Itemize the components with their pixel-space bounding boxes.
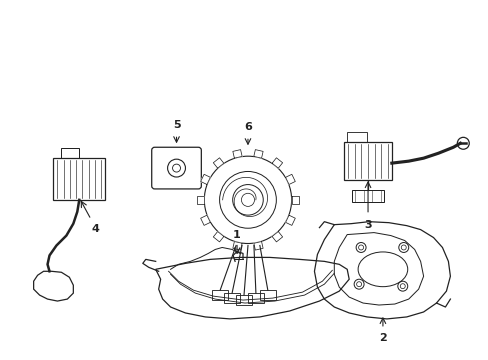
- Polygon shape: [213, 231, 224, 242]
- Polygon shape: [253, 242, 263, 250]
- Polygon shape: [200, 215, 210, 225]
- Bar: [346, 132, 366, 142]
- Bar: [259, 290, 275, 300]
- Text: 2: 2: [378, 333, 386, 343]
- Bar: [351, 190, 383, 202]
- Text: 5: 5: [172, 120, 180, 130]
- Polygon shape: [213, 158, 224, 168]
- Bar: [212, 290, 228, 300]
- Bar: [61, 148, 79, 158]
- Polygon shape: [197, 196, 204, 204]
- Polygon shape: [253, 150, 263, 158]
- Bar: [247, 293, 264, 303]
- Polygon shape: [285, 215, 295, 225]
- Text: 6: 6: [244, 122, 251, 132]
- Polygon shape: [285, 174, 295, 184]
- Polygon shape: [232, 242, 242, 250]
- Bar: [224, 293, 240, 303]
- Polygon shape: [271, 158, 282, 168]
- Polygon shape: [291, 196, 298, 204]
- Text: 1: 1: [233, 230, 241, 239]
- Text: 3: 3: [364, 220, 371, 230]
- Polygon shape: [271, 231, 282, 242]
- Bar: [344, 142, 391, 180]
- Bar: [236, 295, 251, 305]
- Text: 4: 4: [91, 224, 99, 234]
- Polygon shape: [200, 174, 210, 184]
- Polygon shape: [232, 150, 242, 158]
- Bar: [53, 158, 105, 200]
